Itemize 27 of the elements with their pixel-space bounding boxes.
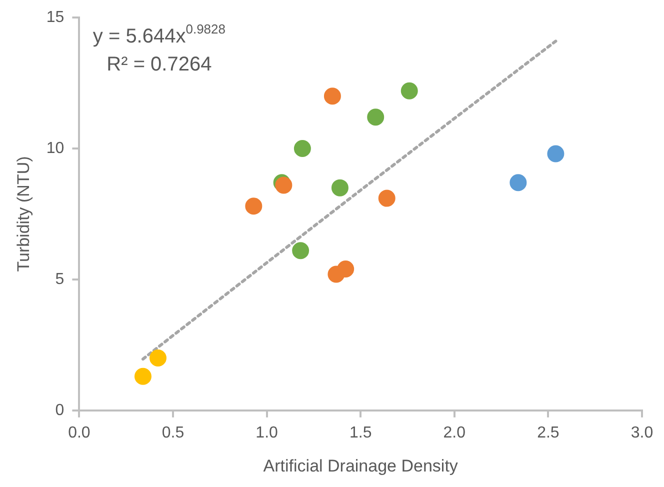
point [378,190,396,207]
y-tick-label: 10 [46,140,64,157]
point [292,242,310,260]
point [294,140,311,158]
annotation: R² = 0.7264 [106,54,212,76]
x-tick-label: 0.0 [68,424,90,442]
x-tick-label: 0.5 [162,424,184,442]
point [134,368,152,385]
x-tick-label: 2.5 [537,424,560,442]
point [510,174,527,192]
point [367,108,384,126]
point [337,260,354,278]
x-axis-title: Artificial Drainage Density [263,456,458,476]
point [547,145,564,162]
y-axis-title: Turbidity (NTU) [14,156,33,272]
point [245,198,262,215]
point [149,350,166,367]
point [400,82,418,100]
x-tick-label: 2.0 [443,424,466,442]
y-tick-label: 5 [55,270,64,288]
point [331,179,348,196]
y-tick-label: 15 [46,9,64,26]
point [324,88,341,105]
x-tick-label: 1.0 [256,424,278,442]
x-tick-label: 3.0 [630,424,654,442]
y-tick-label: 0 [55,402,64,419]
x-tick-label: 1.5 [349,424,372,442]
